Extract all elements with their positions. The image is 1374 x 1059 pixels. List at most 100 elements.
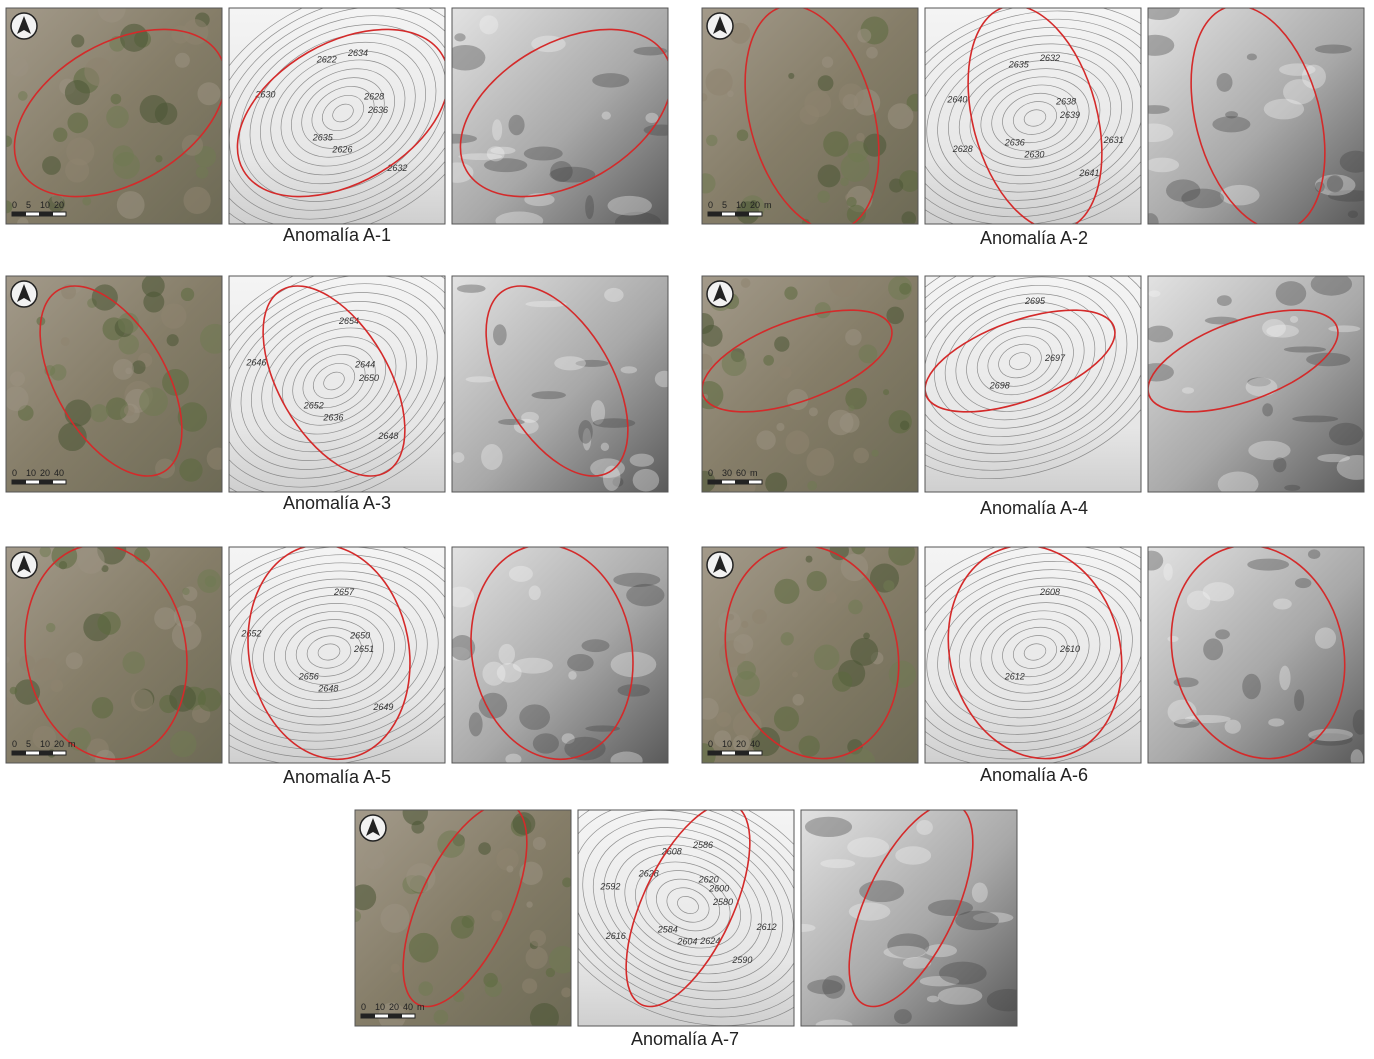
image-content xyxy=(452,263,674,500)
scale-label: 0 xyxy=(708,468,713,478)
terrain-relief xyxy=(939,962,987,985)
contour-label: 2624 xyxy=(699,936,720,946)
contour-label: 2622 xyxy=(316,54,337,64)
contour-label: 2586 xyxy=(692,840,713,850)
terrain-relief xyxy=(1268,718,1284,726)
scale-label: 10 xyxy=(26,468,36,478)
terrain-relief xyxy=(1262,403,1273,416)
terrain-relief xyxy=(481,444,502,470)
image-content xyxy=(446,532,668,773)
vegetation xyxy=(122,651,144,673)
vegetation xyxy=(82,197,91,206)
contour-label: 2630 xyxy=(1023,150,1044,160)
contour-label: 2648 xyxy=(317,684,338,694)
scale-label: 0 xyxy=(12,468,17,478)
terrain-relief xyxy=(987,989,1030,1011)
terrain-relief xyxy=(849,903,891,921)
vegetation xyxy=(774,336,789,351)
vegetation xyxy=(866,47,878,59)
vegetation xyxy=(697,354,713,370)
vegetation xyxy=(756,430,775,449)
terrain-relief xyxy=(603,466,621,491)
hillshade xyxy=(431,0,700,233)
scale-label: 20 xyxy=(40,468,50,478)
contour-label: 2620 xyxy=(698,874,719,884)
terrain-relief xyxy=(1203,582,1235,601)
contour-label: 2698 xyxy=(989,381,1010,391)
vegetation xyxy=(90,404,108,422)
hillshade xyxy=(1135,272,1374,496)
contour-label: 2628 xyxy=(952,144,973,154)
vegetation xyxy=(113,359,134,380)
scale-label: 60 xyxy=(736,468,746,478)
vegetation xyxy=(841,153,870,182)
terrain-relief xyxy=(822,975,845,998)
vegetation xyxy=(526,947,548,969)
terrain-relief xyxy=(1242,674,1261,700)
scale-label: 0 xyxy=(12,739,17,749)
scale-label: m xyxy=(764,200,772,210)
vegetation xyxy=(179,458,202,481)
terrain-relief xyxy=(604,288,624,302)
hillshade xyxy=(788,786,1030,1030)
vegetation xyxy=(693,313,714,334)
terrain-relief xyxy=(487,146,505,161)
vegetation xyxy=(113,152,140,179)
terrain-relief xyxy=(1212,116,1250,132)
terrain-relief xyxy=(816,1019,853,1030)
scale-bar-segment xyxy=(12,751,26,755)
vegetation xyxy=(10,687,18,695)
terrain-relief xyxy=(1284,346,1326,352)
vegetation xyxy=(18,91,28,101)
terrain-relief xyxy=(1262,319,1286,337)
vegetation xyxy=(817,190,829,202)
vegetation xyxy=(733,634,753,654)
image-content xyxy=(788,786,1030,1030)
hillshade xyxy=(1133,0,1374,245)
vegetation xyxy=(198,688,222,712)
terrain-relief xyxy=(621,366,637,373)
scale-bar-segment xyxy=(388,1014,402,1018)
contour-label: 2626 xyxy=(331,145,352,155)
terrain-relief xyxy=(1246,378,1278,397)
scale-bar-segment xyxy=(735,212,749,216)
vegetation xyxy=(77,546,105,574)
ortho-photo: 051020m xyxy=(695,0,924,245)
terrain-relief xyxy=(1142,213,1158,232)
terrain-relief xyxy=(578,420,592,444)
terrain-relief xyxy=(479,15,498,34)
terrain-relief xyxy=(482,662,505,686)
image-content xyxy=(1140,526,1369,779)
contour-label: 2638 xyxy=(1055,97,1076,107)
caption: Anomalía A-5 xyxy=(283,767,391,787)
vegetation xyxy=(53,128,67,142)
contour-label: 2640 xyxy=(946,94,967,104)
terrain-relief xyxy=(484,158,527,172)
contour-label: 2616 xyxy=(605,931,626,941)
terrain-relief xyxy=(1145,326,1173,343)
vegetation xyxy=(763,355,774,366)
vegetation xyxy=(822,57,833,68)
terrain-relief xyxy=(927,996,939,1003)
scale-label: 10 xyxy=(40,739,50,749)
vegetation xyxy=(124,405,135,416)
vegetation xyxy=(462,915,475,928)
ortho-photo: 0102040m xyxy=(349,786,576,1032)
vegetation xyxy=(154,607,176,629)
vegetation xyxy=(15,679,40,704)
scale-label: 20 xyxy=(54,739,64,749)
vegetation xyxy=(807,481,817,491)
contour-label: 2590 xyxy=(731,955,752,965)
vegetation xyxy=(856,133,864,141)
terrain-relief xyxy=(1217,295,1232,306)
image-content xyxy=(1135,272,1374,496)
scale-label: 5 xyxy=(722,200,727,210)
vegetation xyxy=(478,842,491,855)
terrain-relief xyxy=(608,196,652,216)
vegetation xyxy=(155,102,178,125)
terrain-relief xyxy=(1217,73,1233,92)
vegetation xyxy=(530,1003,559,1032)
vegetation xyxy=(850,638,878,666)
vegetation xyxy=(788,73,794,79)
